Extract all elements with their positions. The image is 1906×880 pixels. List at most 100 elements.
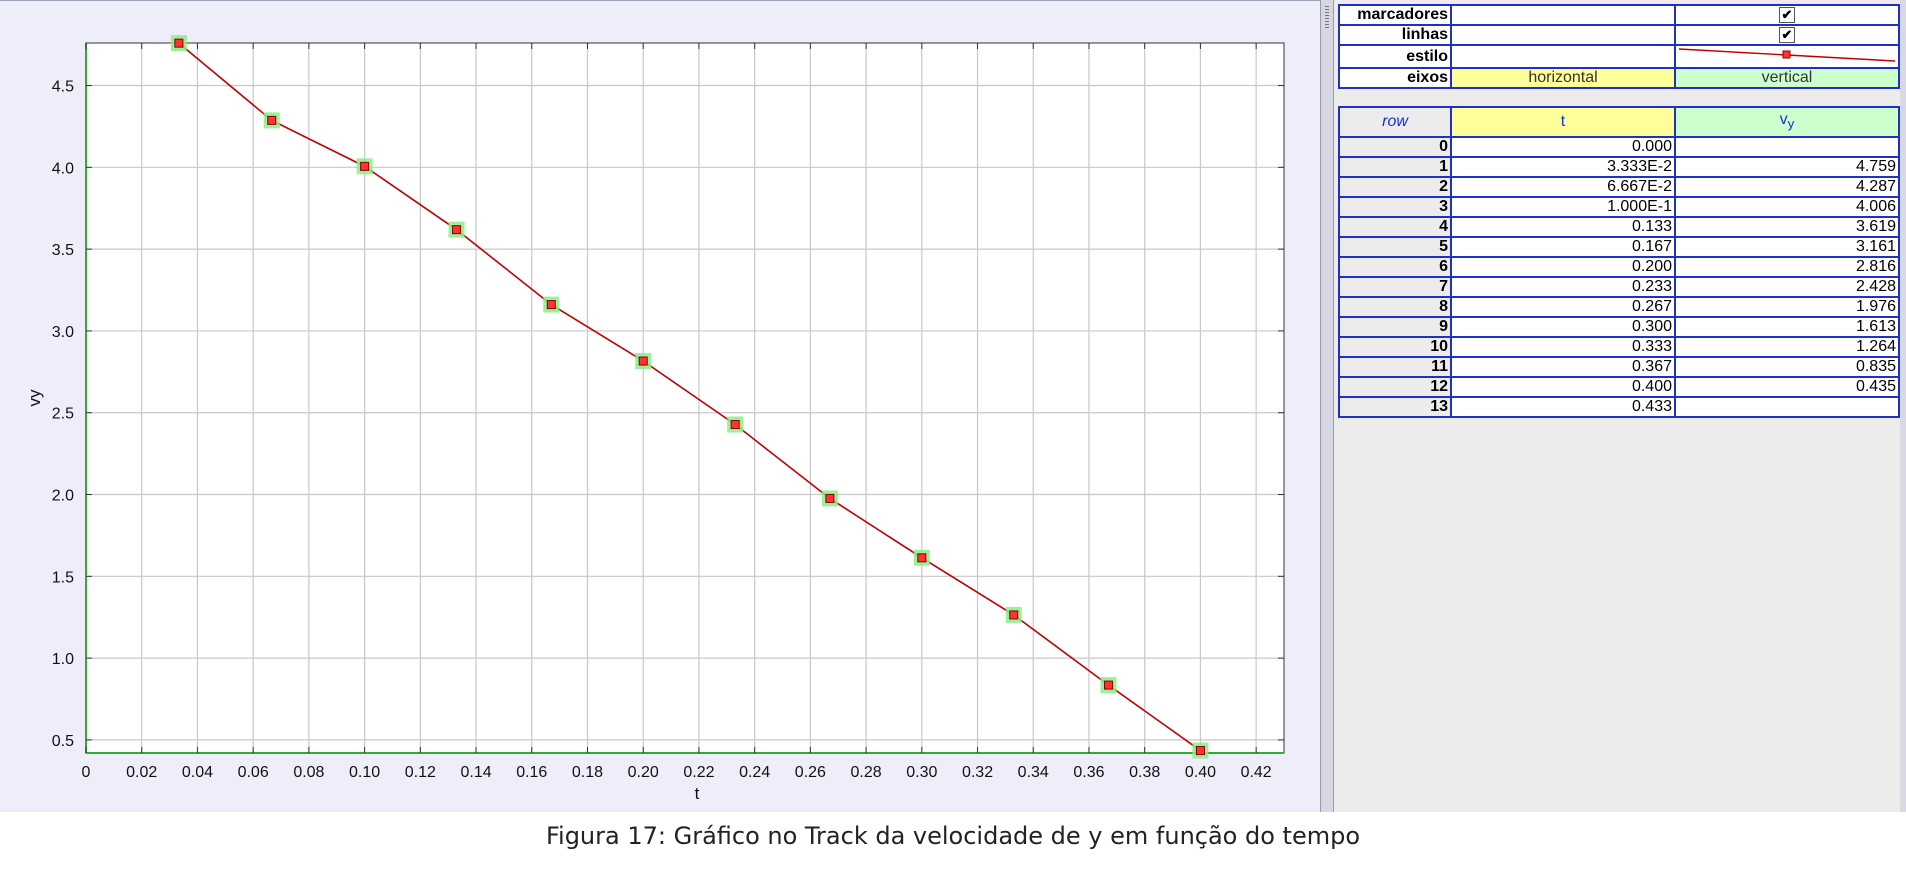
row-number-cell: 8 [1338, 296, 1452, 318]
splitter-grip-icon[interactable] [1325, 6, 1329, 28]
data-table-body: 0 0.000 1 3.333E-2 4.759 2 6.667E-2 4.287 3 1.000… [1338, 136, 1900, 418]
x-tick-label: 0.42 [1241, 764, 1272, 781]
axis-vertical-cell[interactable]: vertical [1674, 67, 1900, 89]
vy-value-cell[interactable]: 3.619 [1674, 216, 1900, 238]
y-tick-label: 0.5 [52, 733, 74, 750]
prop-linhas-t[interactable] [1450, 24, 1676, 46]
vy-value-cell[interactable]: 1.976 [1674, 296, 1900, 318]
t-value-cell[interactable]: 0.200 [1450, 256, 1676, 278]
vy-value-cell[interactable]: 4.006 [1674, 196, 1900, 218]
x-tick-label: 0.14 [460, 764, 491, 781]
prop-row-linhas: linhas ✔ [1338, 24, 1900, 46]
data-table-header: row t vy [1338, 106, 1900, 138]
table-row[interactable]: 11 0.367 0.835 [1338, 356, 1900, 378]
table-row[interactable]: 10 0.333 1.264 [1338, 336, 1900, 358]
vy-value-cell[interactable]: 1.613 [1674, 316, 1900, 338]
properties-table: marcadores ✔ linhas ✔ estilo [1338, 4, 1900, 89]
x-tick-label: 0.30 [906, 764, 937, 781]
prop-marcadores-v[interactable]: ✔ [1674, 4, 1900, 26]
y-tick-label: 2.5 [52, 406, 74, 423]
prop-estilo-t[interactable] [1450, 44, 1676, 69]
t-value-cell[interactable]: 3.333E-2 [1450, 156, 1676, 178]
panel-splitter[interactable] [1320, 0, 1334, 812]
vy-value-cell[interactable]: 3.161 [1674, 236, 1900, 258]
x-tick-label: 0.18 [572, 764, 603, 781]
plot-area [86, 43, 1284, 753]
t-value-cell[interactable]: 0.333 [1450, 336, 1676, 358]
data-point [1103, 680, 1113, 690]
prop-linhas-v[interactable]: ✔ [1674, 24, 1900, 46]
data-point [360, 161, 370, 171]
vy-value-cell[interactable]: 4.287 [1674, 176, 1900, 198]
line-style-preview-icon[interactable] [1677, 46, 1897, 62]
t-value-cell[interactable]: 0.233 [1450, 276, 1676, 298]
t-value-cell[interactable]: 6.667E-2 [1450, 176, 1676, 198]
t-value-cell[interactable]: 1.000E-1 [1450, 196, 1676, 218]
table-row[interactable]: 7 0.233 2.428 [1338, 276, 1900, 298]
row-number-cell: 4 [1338, 216, 1452, 238]
vy-value-cell[interactable] [1674, 136, 1900, 158]
row-number-cell: 3 [1338, 196, 1452, 218]
series-line [178, 42, 1201, 752]
table-row[interactable]: 1 3.333E-2 4.759 [1338, 156, 1900, 178]
y-axis-label: vy [25, 389, 44, 407]
table-row[interactable]: 12 0.400 0.435 [1338, 376, 1900, 398]
vy-value-cell[interactable]: 4.759 [1674, 156, 1900, 178]
table-row[interactable]: 2 6.667E-2 4.287 [1338, 176, 1900, 198]
header-t[interactable]: t [1450, 106, 1676, 138]
vy-value-cell[interactable]: 0.835 [1674, 356, 1900, 378]
figure-caption: Figura 17: Gráfico no Track da velocidad… [545, 822, 1361, 850]
header-vy[interactable]: vy [1674, 106, 1900, 138]
table-row[interactable]: 6 0.200 2.816 [1338, 256, 1900, 278]
x-tick-label: 0.40 [1185, 764, 1216, 781]
y-tick-label: 4.0 [52, 160, 74, 177]
t-value-cell[interactable]: 0.367 [1450, 356, 1676, 378]
t-value-cell[interactable]: 0.267 [1450, 296, 1676, 318]
t-value-cell[interactable]: 0.433 [1450, 396, 1676, 418]
x-tick-label: 0.20 [628, 764, 659, 781]
x-axis-label: t [695, 784, 700, 803]
vy-value-cell[interactable] [1674, 396, 1900, 418]
table-row[interactable]: 4 0.133 3.619 [1338, 216, 1900, 238]
vy-value-cell[interactable]: 1.264 [1674, 336, 1900, 358]
vy-vs-t-chart[interactable]: 0 0.02 0.04 0.06 0.08 0.10 0.12 0.14 0.16 0.18 0.2… [0, 1, 1320, 812]
prop-marcadores-t[interactable] [1450, 4, 1676, 26]
row-number-cell: 2 [1338, 176, 1452, 198]
prop-label-linhas: linhas [1338, 24, 1452, 46]
tracker-app: 0 0.02 0.04 0.06 0.08 0.10 0.12 0.14 0.16 0.18 0.2… [0, 0, 1906, 812]
vy-value-cell[interactable]: 2.816 [1674, 256, 1900, 278]
table-row[interactable]: 5 0.167 3.161 [1338, 236, 1900, 258]
x-tick-label: 0.12 [405, 764, 436, 781]
row-number-cell: 10 [1338, 336, 1452, 358]
data-point [730, 420, 740, 430]
x-tick-label: 0.22 [683, 764, 714, 781]
prop-label-marcadores: marcadores [1338, 4, 1452, 26]
table-row[interactable]: 13 0.433 [1338, 396, 1900, 418]
vy-value-cell[interactable]: 2.428 [1674, 276, 1900, 298]
data-point [638, 356, 648, 366]
plot-panel[interactable]: 0 0.02 0.04 0.06 0.08 0.10 0.12 0.14 0.16 0.18 0.2… [0, 0, 1320, 812]
prop-estilo-v[interactable] [1674, 44, 1900, 69]
data-point [1009, 610, 1019, 620]
data-point [546, 300, 556, 310]
table-row[interactable]: 0 0.000 [1338, 136, 1900, 158]
vy-value-cell[interactable]: 0.435 [1674, 376, 1900, 398]
header-row[interactable]: row [1338, 106, 1452, 138]
row-number-cell: 7 [1338, 276, 1452, 298]
table-row[interactable]: 9 0.300 1.613 [1338, 316, 1900, 338]
t-value-cell[interactable]: 0.400 [1450, 376, 1676, 398]
linhas-checkbox[interactable]: ✔ [1779, 27, 1795, 43]
t-value-cell[interactable]: 0.000 [1450, 136, 1676, 158]
prop-row-marcadores: marcadores ✔ [1338, 4, 1900, 26]
t-value-cell[interactable]: 0.167 [1450, 236, 1676, 258]
table-row[interactable]: 3 1.000E-1 4.006 [1338, 196, 1900, 218]
t-value-cell[interactable]: 0.300 [1450, 316, 1676, 338]
data-point [174, 38, 184, 48]
axis-horizontal-cell[interactable]: horizontal [1450, 67, 1676, 89]
x-tick-label: 0.32 [962, 764, 993, 781]
y-tick-label: 1.5 [52, 569, 74, 586]
t-value-cell[interactable]: 0.133 [1450, 216, 1676, 238]
marcadores-checkbox[interactable]: ✔ [1779, 7, 1795, 23]
x-tick-label: 0.06 [238, 764, 269, 781]
table-row[interactable]: 8 0.267 1.976 [1338, 296, 1900, 318]
